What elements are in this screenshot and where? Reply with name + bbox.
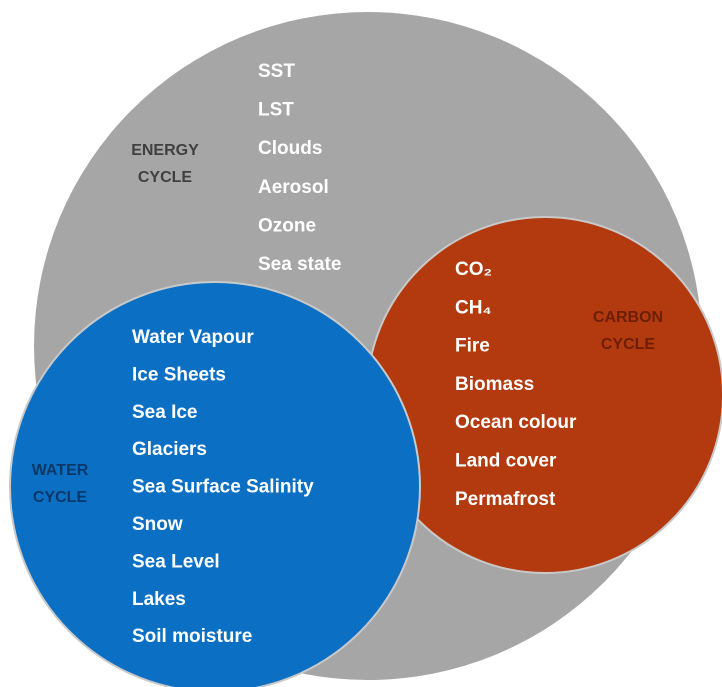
variable-item: Permafrost (455, 489, 556, 510)
cycle-label: CARBON (593, 309, 663, 326)
variable-item: Snow (132, 514, 183, 535)
cycle-label: WATER (32, 462, 89, 479)
variable-item: Sea state (258, 254, 341, 275)
variable-item: Sea Ice (132, 402, 198, 423)
variable-item: Ozone (258, 215, 316, 236)
variable-item: Biomass (455, 374, 534, 395)
variable-item: Sea Level (132, 551, 220, 572)
variable-item: Soil moisture (132, 626, 252, 647)
cycle-label: CYCLE (33, 489, 88, 506)
variable-item: SST (258, 61, 295, 82)
carbon-circle (366, 216, 722, 574)
variable-item: LST (258, 100, 294, 121)
variable-item: Lakes (132, 589, 186, 610)
variable-item: CH₄ (455, 297, 492, 318)
cycle-label: ENERGY (131, 142, 199, 159)
labels: ENERGY CYCLE SST LST Clouds Aerosol Ozone Sea s… (32, 61, 663, 647)
variable-item: Ocean colour (455, 412, 577, 433)
variable-item: Land cover (455, 451, 557, 472)
variable-item: Glaciers (132, 439, 207, 460)
water-circle (9, 281, 421, 687)
variable-item: Clouds (258, 138, 322, 159)
cycle-label: CYCLE (138, 169, 193, 186)
variable-item: Aerosol (258, 177, 329, 198)
variable-item: Fire (455, 336, 490, 357)
cycle-label: CYCLE (601, 336, 656, 353)
variable-item: Water Vapour (132, 327, 254, 348)
variable-item: Sea Surface Salinity (132, 477, 314, 498)
variable-item: Ice Sheets (132, 364, 226, 385)
variable-item: CO₂ (455, 259, 492, 280)
